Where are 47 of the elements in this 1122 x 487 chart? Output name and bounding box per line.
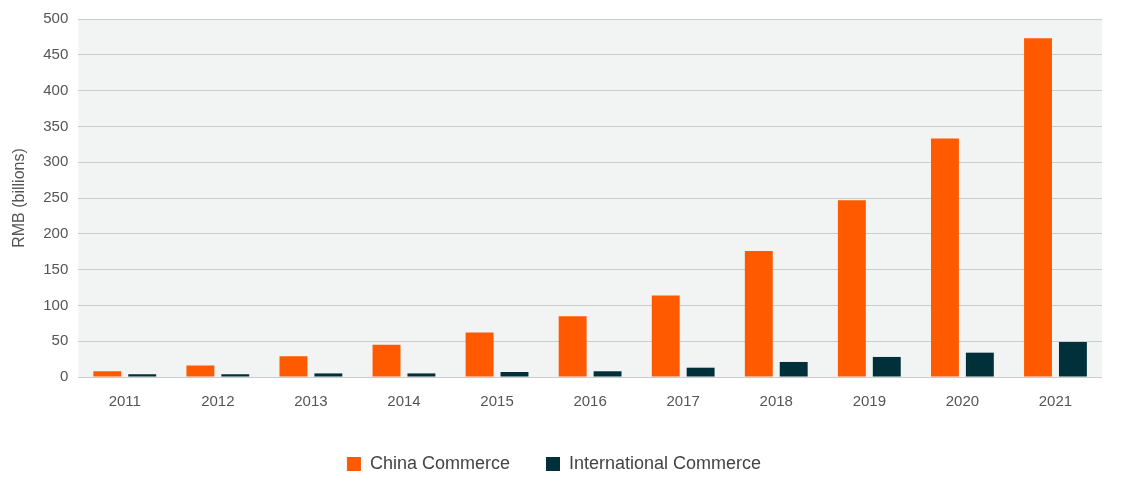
y-tick-label: 100 [43, 295, 69, 313]
bar [1058, 341, 1087, 377]
bar [128, 374, 157, 377]
x-tick-label: 2020 [945, 392, 980, 410]
bar [500, 371, 529, 377]
y-tick-label: 50 [51, 331, 69, 349]
bar [465, 332, 494, 377]
bar [93, 371, 122, 377]
bar [558, 316, 587, 377]
bar [686, 367, 715, 377]
bar [930, 138, 959, 377]
bar [744, 250, 773, 377]
x-tick-label: 2011 [108, 392, 141, 410]
x-tick-label: 2016 [573, 392, 607, 410]
y-tick-label: 200 [43, 223, 69, 241]
y-tick-label: 0 [59, 367, 69, 385]
y-tick-label: 500 [43, 9, 69, 27]
x-tick-label: 2017 [666, 392, 700, 410]
x-tick-label: 2021 [1038, 392, 1073, 410]
y-tick-label: 300 [43, 152, 69, 170]
x-tick-label: 2018 [759, 392, 793, 410]
bar [221, 374, 250, 377]
bar [314, 373, 343, 377]
y-axis-title: RMB (billions) [10, 148, 28, 248]
y-tick-label: 350 [43, 116, 69, 134]
x-tick-label: 2015 [480, 392, 514, 410]
legend-label: International Commerce [568, 452, 762, 473]
y-tick-label: 150 [43, 259, 69, 277]
bar [837, 200, 866, 377]
bar [186, 365, 215, 377]
bar [651, 295, 680, 377]
bar [1024, 38, 1052, 377]
legend-label: China Commerce [369, 452, 510, 473]
x-tick-label: 2014 [387, 392, 421, 410]
x-tick-label: 2019 [852, 392, 887, 410]
bar [872, 356, 901, 377]
y-tick-label: 250 [43, 188, 69, 206]
bar [779, 361, 808, 377]
y-tick-label: 450 [43, 44, 69, 62]
bar [593, 371, 622, 377]
x-tick-label: 2012 [201, 392, 235, 410]
y-tick-label: 400 [43, 80, 69, 98]
bar [372, 344, 401, 377]
bar [279, 356, 308, 377]
x-tick-label: 2013 [294, 392, 328, 410]
bar [965, 352, 994, 377]
bar [407, 373, 436, 377]
